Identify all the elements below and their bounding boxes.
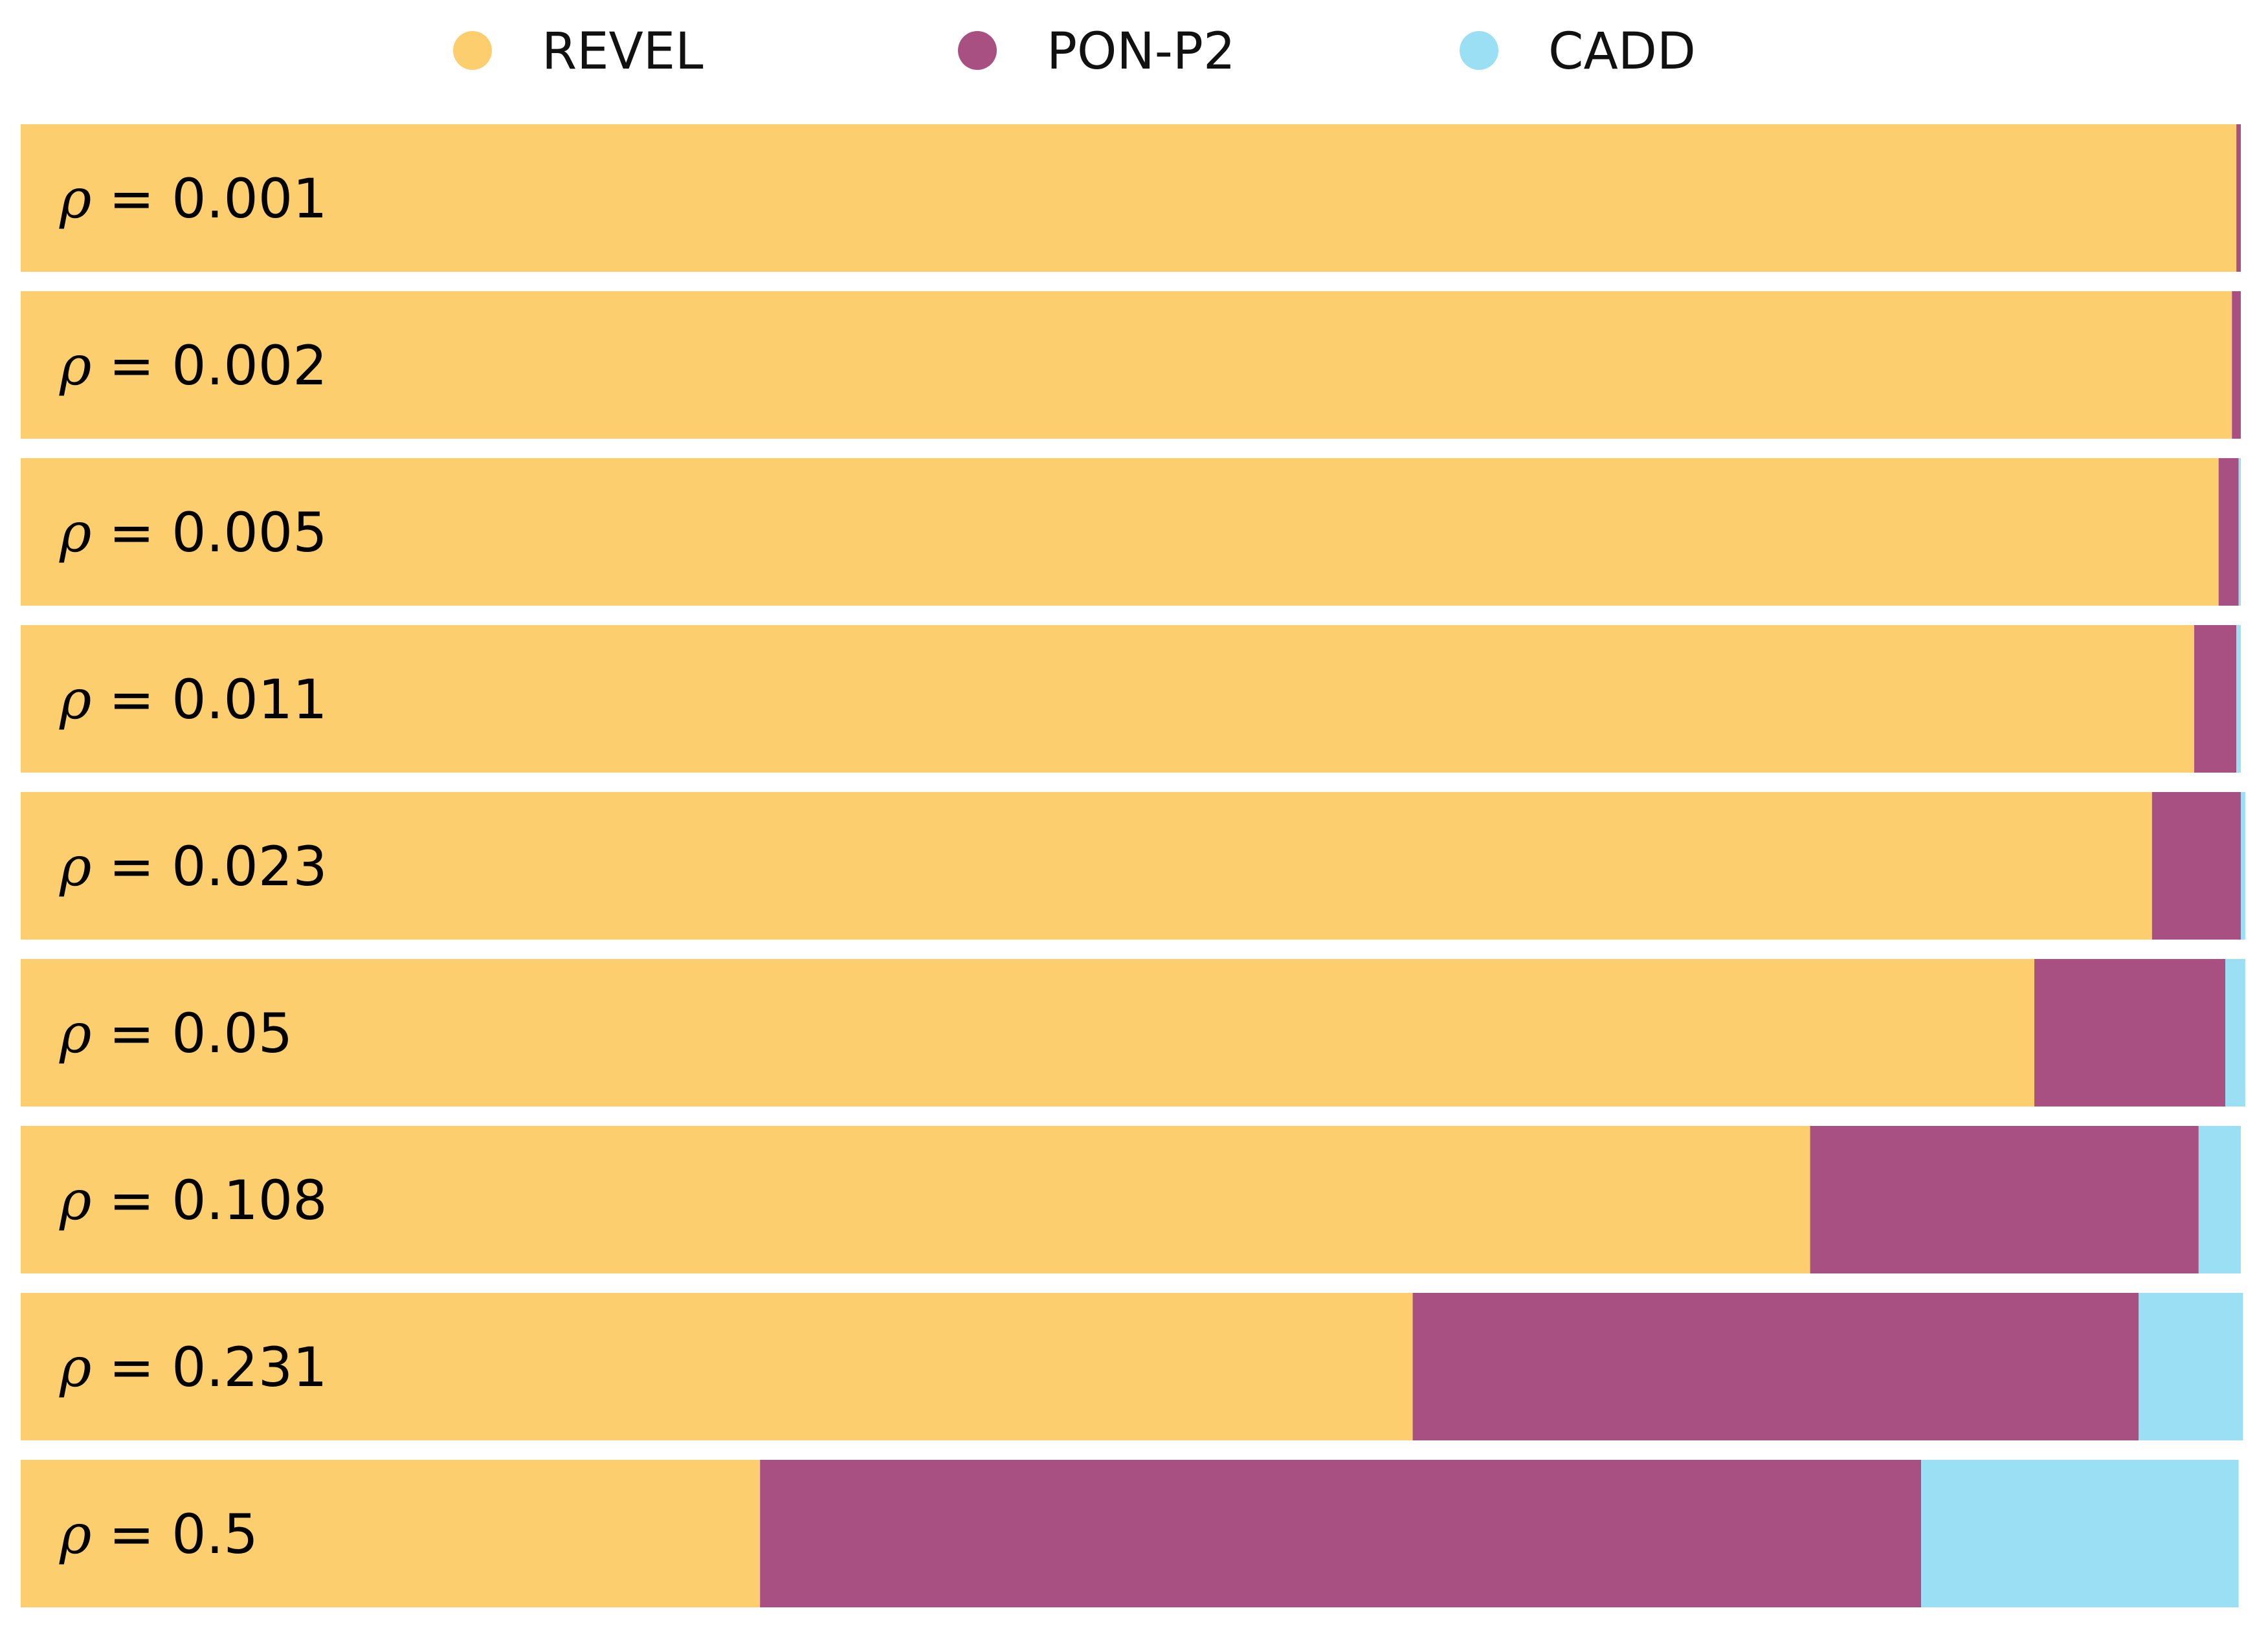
bar-row: ρ = 0.5 xyxy=(21,1460,2239,1607)
plot-area: ρ = 0.001 ρ = 0.002 ρ = 0.005 ρ = 0.011 ρ = … xyxy=(21,124,2245,1607)
legend-marker-pon-p2 xyxy=(958,31,997,70)
bar-segment-revel xyxy=(21,124,2237,272)
category-label: ρ = 0.002 xyxy=(59,334,328,397)
bar-segment-cadd xyxy=(1921,1460,2239,1607)
bar-row: ρ = 0.231 xyxy=(21,1293,2243,1440)
bar-segment-cadd xyxy=(2241,792,2245,940)
bar-segment-revel xyxy=(21,625,2194,773)
bar-segment-revel xyxy=(21,1126,1810,1273)
legend-marker-revel xyxy=(453,31,492,70)
bar-segment-pon-p2 xyxy=(2194,625,2237,773)
bar-segment-pon-p2 xyxy=(760,1460,1922,1607)
bar-segment-cadd xyxy=(2198,1126,2241,1273)
bar-segment-pon-p2 xyxy=(2218,458,2239,606)
bar-segment-revel xyxy=(21,1293,1413,1440)
bar-segment-revel xyxy=(21,458,2219,606)
category-label: ρ = 0.108 xyxy=(59,1169,328,1232)
category-label: ρ = 0.05 xyxy=(59,1002,293,1065)
category-label: ρ = 0.5 xyxy=(59,1503,258,1566)
bar-segment-revel xyxy=(21,1460,761,1607)
bar-segment-cadd xyxy=(2236,625,2241,773)
legend-marker-cadd xyxy=(1460,31,1498,70)
bar-row: ρ = 0.023 xyxy=(21,792,2245,940)
category-label: ρ = 0.001 xyxy=(59,167,328,230)
bar-segment-revel xyxy=(21,959,2035,1107)
bar-segment-cadd xyxy=(2238,458,2241,606)
bar-segment-cadd xyxy=(2139,1293,2243,1440)
bar-segment-pon-p2 xyxy=(2232,291,2241,439)
bar-segment-cadd xyxy=(2225,959,2245,1107)
bar-segment-revel xyxy=(21,291,2232,439)
category-label: ρ = 0.023 xyxy=(59,835,328,898)
bar-row: ρ = 0.108 xyxy=(21,1126,2241,1273)
legend-label-revel: REVEL xyxy=(542,23,704,81)
bar-row: ρ = 0.001 xyxy=(21,124,2241,272)
bar-segment-pon-p2 xyxy=(1412,1293,2139,1440)
bar-row: ρ = 0.005 xyxy=(21,458,2241,606)
legend-label-pon-p2: PON-P2 xyxy=(1047,23,1236,81)
bar-row: ρ = 0.05 xyxy=(21,959,2245,1107)
legend: REVEL PON-P2 CADD xyxy=(453,23,1696,81)
bar-segment-pon-p2 xyxy=(1810,1126,2199,1273)
bar-row: ρ = 0.011 xyxy=(21,625,2241,773)
bar-row: ρ = 0.002 xyxy=(21,291,2241,439)
category-label: ρ = 0.011 xyxy=(59,668,328,731)
bar-segment-pon-p2 xyxy=(2236,124,2241,272)
category-label: ρ = 0.005 xyxy=(59,501,328,564)
bar-segment-pon-p2 xyxy=(2151,792,2241,940)
bar-segment-pon-p2 xyxy=(2034,959,2225,1107)
category-label: ρ = 0.231 xyxy=(59,1336,328,1399)
bar-segment-revel xyxy=(21,792,2152,940)
legend-label-cadd: CADD xyxy=(1548,23,1696,81)
